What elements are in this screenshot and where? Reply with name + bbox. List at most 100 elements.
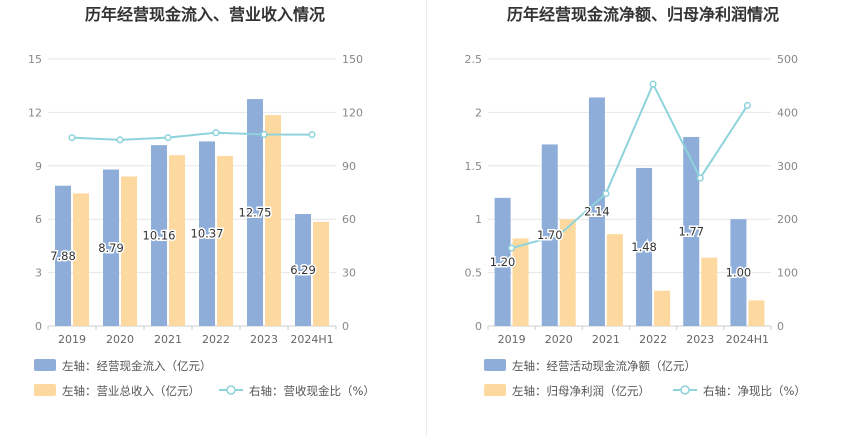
legend-label-series3: 右轴：营收现金比（%）: [249, 384, 375, 398]
bar-series2: [169, 155, 185, 326]
legend-label-series1: 左轴：经营活动现金流净额（亿元）: [512, 359, 696, 373]
bar-series1: [55, 185, 71, 326]
legend-swatch-series1: [34, 359, 56, 371]
y-left-tick-label: 2: [475, 106, 482, 119]
bar-series1: [730, 219, 747, 326]
bar-data-label: 1.20: [490, 255, 516, 269]
y-left-tick-label: 1: [475, 213, 482, 226]
bar-series1: [151, 145, 167, 326]
bar-series2: [559, 219, 576, 326]
bar-series2: [217, 156, 233, 326]
x-tick-label: 2023: [250, 333, 278, 346]
bar-data-label: 10.37: [191, 227, 224, 241]
bar-data-label: 7.88: [50, 249, 76, 263]
x-tick-label: 2020: [106, 333, 134, 346]
series3-line: [71, 131, 313, 141]
y-right-tick-label: 30: [342, 267, 356, 280]
legend-swatch-series1: [484, 359, 506, 371]
x-tick-label: 2021: [154, 333, 182, 346]
y-left-tick-label: 3: [35, 267, 42, 280]
bar-series2: [654, 290, 671, 326]
bar-data-label: 10.16: [143, 229, 176, 243]
y-left-tick-label: 12: [28, 106, 42, 119]
y-left-tick-label: 1.5: [465, 160, 483, 173]
series3-point: [212, 129, 220, 137]
y-right-tick-label: 400: [777, 106, 798, 119]
y-right-tick-label: 200: [777, 213, 798, 226]
series3-point: [508, 244, 516, 252]
bar-data-label: 1.48: [631, 240, 657, 254]
panel-divider: [426, 0, 427, 437]
bar-series1: [588, 97, 605, 326]
y-right-tick-label: 500: [777, 53, 798, 66]
bar-series2: [265, 115, 281, 326]
y-right-tick-label: 0: [777, 320, 784, 333]
y-right-tick-label: 120: [342, 106, 363, 119]
x-tick-label: 2021: [592, 333, 620, 346]
x-tick-label: 2020: [545, 333, 573, 346]
series3-point: [649, 80, 657, 88]
legend-swatch-series2: [34, 384, 56, 396]
x-tick-label: 2022: [639, 333, 667, 346]
bar-series1: [295, 214, 311, 326]
net-cashflow-profit-chart: 历年经营现金流净额、归母净利润情况 0 0.5 1 1.5 2 2.5 0 100 200 300 4…: [465, 5, 806, 398]
series3-point: [696, 174, 704, 182]
series3-point: [260, 130, 268, 139]
y-right-tick-label: 60: [342, 213, 356, 226]
legend-label-series1: 左轴：经营现金流入（亿元）: [62, 359, 212, 373]
bar-series1: [636, 167, 653, 326]
series3-point: [743, 101, 751, 110]
bar-series2: [313, 221, 329, 326]
bar-series2: [606, 234, 623, 326]
series3-point: [602, 190, 610, 198]
y-left-tick-label: 0.5: [465, 267, 483, 280]
legend-swatch-series2: [484, 384, 506, 396]
y-right-tick-label: 0: [342, 320, 349, 333]
bar-data-label: 1.00: [726, 266, 752, 280]
bar-data-label: 1.70: [537, 228, 563, 242]
bar-series1: [247, 99, 263, 326]
bar-series2: [512, 238, 529, 326]
series3-line: [511, 81, 749, 250]
y-right-tick-label: 300: [777, 160, 798, 173]
bar-data-label: 12.75: [239, 206, 272, 220]
bar-series1: [683, 136, 700, 326]
series3-point: [68, 134, 76, 142]
x-tick-label: 2022: [202, 333, 230, 346]
y-left-tick-label: 9: [35, 160, 42, 173]
y-left-tick-label: 15: [28, 53, 42, 66]
series3-point: [164, 134, 172, 142]
legend-marker-series3: [226, 385, 236, 395]
y-left-tick-label: 0: [475, 320, 482, 333]
bar-series2: [701, 257, 718, 326]
legend-label-series3: 右轴：净现比（%）: [703, 384, 806, 398]
y-right-tick-label: 90: [342, 160, 356, 173]
y-right-tick-label: 150: [342, 53, 363, 66]
y-left-tick-label: 2.5: [465, 53, 483, 66]
cash-inflow-revenue-chart: 历年经营现金流入、营业收入情况0369121503060901201502019…: [28, 5, 375, 398]
bar-series1: [494, 197, 511, 326]
series3-point: [308, 131, 316, 139]
bar-series2: [748, 300, 765, 326]
bar-series2: [73, 193, 89, 326]
bar-series2: [121, 176, 137, 326]
chart-title: 历年经营现金流入、营业收入情况: [85, 5, 325, 24]
bar-series1: [199, 141, 215, 326]
x-tick-label: 2019: [58, 333, 86, 346]
chart-title: 历年经营现金流净额、归母净利润情况: [507, 5, 779, 24]
y-left-tick-label: 0: [35, 320, 42, 333]
bar-data-label: 1.77: [678, 224, 704, 238]
bar-series1: [103, 169, 119, 326]
x-tick-label: 2024H1: [290, 333, 333, 346]
x-tick-label: 2024H1: [726, 333, 769, 346]
bar-data-label: 8.79: [98, 241, 124, 255]
legend-marker-series3: [680, 385, 690, 395]
legend-label-series2: 左轴：归母净利润（亿元）: [512, 384, 650, 398]
bar-series1: [541, 144, 558, 326]
x-tick-label: 2019: [498, 333, 526, 346]
y-right-tick-label: 100: [777, 267, 798, 280]
bar-data-label: 6.29: [290, 263, 316, 277]
bar-data-label: 2.14: [584, 205, 610, 219]
x-tick-label: 2023: [686, 333, 714, 346]
